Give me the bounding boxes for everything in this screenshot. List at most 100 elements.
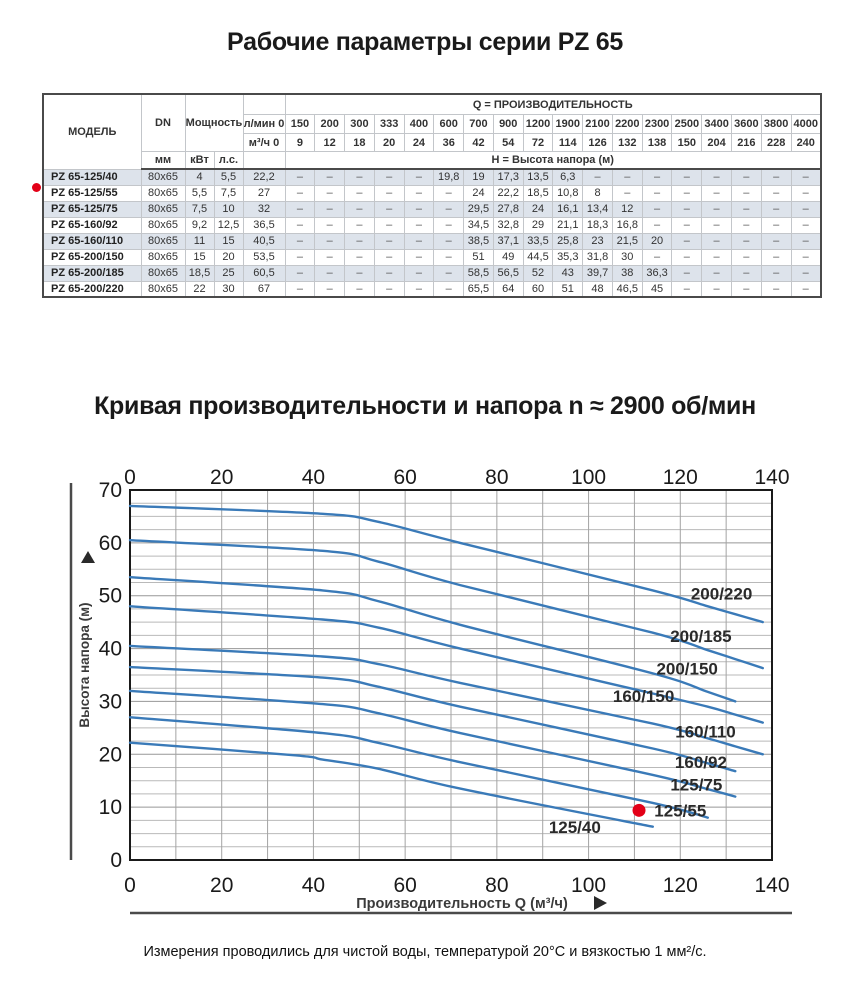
pump-curve	[128, 741, 654, 828]
cell-head-value: –	[373, 264, 405, 282]
cell-dn: 80x65	[140, 216, 186, 234]
cell-head-value: 13,5	[522, 168, 554, 186]
curve-label: 200/150	[656, 660, 717, 679]
cell-head-value: 51	[552, 280, 584, 298]
cell-head-q0: 40,5	[242, 232, 286, 250]
header-lmin-value: 600	[433, 114, 465, 134]
cell-kw: 18,5	[184, 264, 215, 282]
x-tick-label-top: 120	[663, 466, 698, 489]
cell-head-value: –	[671, 200, 703, 218]
cell-head-value: 36,3	[641, 264, 673, 282]
cell-head-value: –	[284, 184, 316, 202]
x-tick-label-bottom: 0	[124, 874, 136, 897]
header-m3h-value: 20	[373, 133, 405, 152]
cell-head-value: –	[403, 280, 435, 298]
table-row: PZ 65-125/55 80x65 5,5 7,5 27– – – – – –24 22,2 18,…	[42, 184, 822, 202]
x-tick-label-bottom: 100	[571, 874, 606, 897]
cell-head-q0: 67	[242, 280, 286, 298]
cell-head-value: –	[403, 184, 435, 202]
cell-head-value: 56,5	[492, 264, 524, 282]
cell-head-value: –	[671, 264, 703, 282]
cell-head-value: –	[760, 264, 792, 282]
cell-head-value: 29,5	[463, 200, 494, 218]
cell-head-value: 19	[463, 168, 494, 186]
cell-head-value: –	[701, 216, 732, 234]
cell-head-value: –	[314, 232, 346, 250]
cell-head-value: –	[760, 232, 792, 250]
cell-head-value: –	[730, 200, 762, 218]
cell-kw: 15	[184, 248, 215, 266]
cell-head-value: –	[701, 264, 732, 282]
cell-head-q0: 36,5	[242, 216, 286, 234]
cell-hp: 7,5	[213, 184, 244, 202]
cell-head-value: 37,1	[492, 232, 524, 250]
cell-model: PZ 65-200/185	[42, 264, 142, 282]
table-row: PZ 65-200/185 80x65 18,5 25 60,5– – – – – –58,5 56…	[42, 264, 822, 282]
cell-head-value: 18,5	[522, 184, 554, 202]
plot-border	[129, 489, 773, 861]
curve-label: 160/92	[675, 753, 727, 772]
cell-head-value: –	[284, 232, 316, 250]
table-row: PZ 65-200/220 80x65 22 30 67– – – – – –65,5 64 60 51…	[42, 280, 822, 298]
x-tick-label-top: 140	[754, 466, 789, 489]
header-lmin-value: 4000	[790, 114, 822, 134]
pump-curve	[128, 644, 764, 756]
header-lmin-value: 3800	[760, 114, 792, 134]
cell-head-value: –	[641, 216, 673, 234]
cell-head-value: 21,1	[552, 216, 584, 234]
cell-head-value: –	[344, 264, 375, 282]
cell-head-value: 30	[611, 248, 643, 266]
cell-head-value: –	[790, 264, 822, 282]
x-tick-label-top: 40	[302, 466, 325, 489]
cell-head-value: –	[433, 200, 465, 218]
curve-label: 160/150	[613, 687, 674, 706]
cell-head-value: –	[760, 200, 792, 218]
cell-head-value: 16,8	[611, 216, 643, 234]
cell-head-value: –	[284, 168, 316, 186]
cell-head-value: 27,8	[492, 200, 524, 218]
x-tick-label-top: 60	[393, 466, 416, 489]
cell-head-q0: 53,5	[242, 248, 286, 266]
cell-head-value: –	[790, 168, 822, 186]
cell-head-value: –	[790, 216, 822, 234]
header-hp-unit: л.с.	[213, 151, 244, 170]
header-lmin-value: 150	[284, 114, 316, 134]
header-lmin-value: 3400	[701, 114, 732, 134]
x-tick-label-top: 100	[571, 466, 606, 489]
pump-curve	[128, 605, 764, 724]
pump-curve	[128, 576, 737, 703]
cell-head-value: –	[284, 280, 316, 298]
header-m3h-value: 138	[641, 133, 673, 152]
header-m3h-value: 126	[582, 133, 613, 152]
header-m3h-value: 216	[730, 133, 762, 152]
cell-head-value: 44,5	[522, 248, 554, 266]
header-lmin-value: 200	[314, 114, 346, 134]
cell-head-value: 21,5	[611, 232, 643, 250]
cell-head-value: 10,8	[552, 184, 584, 202]
cell-head-value: –	[730, 264, 762, 282]
cell-head-value: –	[403, 216, 435, 234]
cell-head-value: 38,5	[463, 232, 494, 250]
curve-label: 125/75	[670, 775, 722, 794]
cell-head-value: 58,5	[463, 264, 494, 282]
cell-head-value: –	[790, 200, 822, 218]
header-spacer-cell	[242, 93, 286, 115]
cell-head-value: –	[582, 168, 613, 186]
header-lmin-value: 700	[463, 114, 494, 134]
y-tick-label: 0	[110, 849, 122, 872]
cell-head-value: –	[403, 200, 435, 218]
cell-head-value: 20	[641, 232, 673, 250]
right-arrow-icon	[594, 896, 607, 910]
header-m3h-value: 42	[463, 133, 494, 152]
pump-curve	[128, 665, 737, 773]
y-tick-label: 10	[99, 796, 122, 819]
header-lmin-value: 2200	[611, 114, 643, 134]
cell-head-value: –	[403, 232, 435, 250]
cell-head-value: –	[760, 248, 792, 266]
cell-model: PZ 65-125/75	[42, 200, 142, 218]
cell-head-value: –	[730, 248, 762, 266]
header-m3h-value: 18	[344, 133, 375, 152]
x-tick-label-bottom: 60	[393, 874, 416, 897]
cell-head-value: –	[730, 232, 762, 250]
header-spacer-cell	[242, 151, 286, 170]
